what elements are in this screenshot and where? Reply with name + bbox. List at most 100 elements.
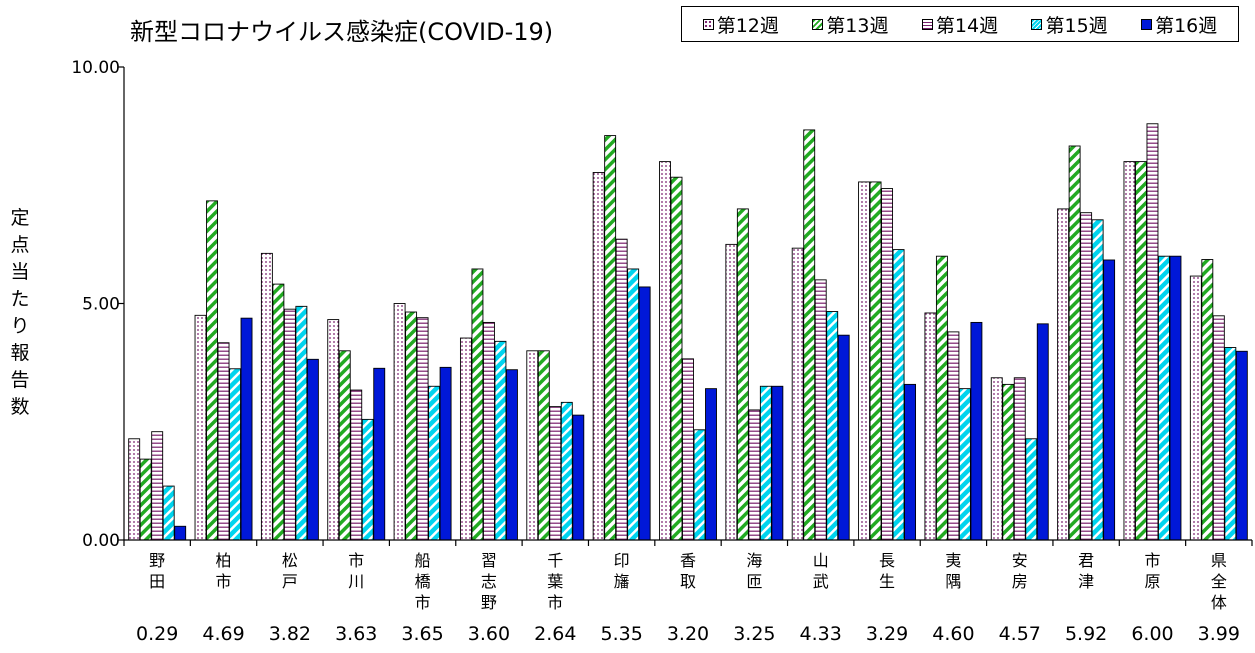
data-table-value: 6.00 (1131, 623, 1173, 645)
bar-4-10 (759, 385, 772, 541)
bar-3-13 (947, 331, 960, 541)
data-table-value: 3.60 (468, 623, 510, 645)
bar-4-8 (627, 268, 640, 541)
bar-1-7 (526, 350, 539, 541)
bar-1-16 (1123, 161, 1136, 541)
bar-5-10 (771, 385, 784, 541)
bar-2-2 (206, 200, 218, 541)
bar-3-12 (881, 188, 894, 541)
x-tick-label: 千葉市 (547, 551, 563, 612)
bar-3-14 (1013, 377, 1026, 541)
legend-label: 第14週 (935, 14, 999, 37)
bar-2-5 (405, 311, 418, 541)
bar-4-6 (494, 340, 507, 541)
bar-1-15 (1057, 208, 1070, 541)
x-tick-label: 柏市 (216, 551, 232, 591)
chart-legend: 第12週 第13週 第14週 第15週 第16週 (681, 6, 1239, 42)
bar-2-12 (869, 181, 882, 541)
legend-label: 第12週 (716, 14, 779, 37)
bar-5-11 (837, 334, 850, 541)
bar-3-8 (615, 238, 628, 541)
bar-1-17 (1189, 275, 1202, 541)
legend-swatch-cyan (1031, 18, 1043, 30)
bar-3-5 (416, 317, 429, 541)
bar-4-5 (428, 385, 441, 541)
bar-2-15 (1068, 145, 1081, 541)
bar-1-3 (260, 252, 273, 541)
x-tick-label: 君津 (1078, 551, 1094, 591)
data-table-value: 3.65 (401, 623, 443, 645)
bar-5-13 (970, 321, 983, 541)
x-tick-label: 市川 (348, 551, 364, 591)
x-tick-label: 香取 (680, 551, 696, 591)
bar-3-4 (350, 389, 363, 541)
bar-5-15 (1103, 259, 1116, 541)
bar-3-17 (1212, 315, 1225, 541)
bar-3-7 (549, 406, 562, 541)
bar-4-15 (1091, 219, 1104, 541)
chart-title: 新型コロナウイルス感染症(COVID-19) (130, 18, 554, 46)
data-table-value: 3.20 (667, 623, 709, 645)
bar-4-7 (560, 401, 573, 541)
bar-1-11 (791, 247, 804, 541)
legend-swatch-dotted (702, 18, 714, 30)
bar-2-8 (604, 135, 617, 541)
bar-5-8 (638, 286, 651, 541)
x-tick-label: 習志野 (481, 551, 497, 612)
bar-3-1 (151, 431, 164, 541)
bar-3-2 (217, 342, 230, 541)
legend-label: 第15週 (1045, 14, 1108, 37)
bar-4-3 (295, 305, 308, 541)
bar-2-13 (935, 255, 948, 541)
bar-1-14 (990, 377, 1003, 541)
bar-2-10 (736, 208, 749, 541)
data-table-value: 3.99 (1198, 623, 1240, 645)
bar-5-2 (240, 317, 253, 541)
bar-2-6 (471, 268, 484, 541)
data-table-value: 3.63 (335, 623, 377, 645)
bar-1-2 (194, 314, 207, 541)
bar-5-5 (439, 366, 452, 541)
x-tick-label: 松戸 (282, 551, 298, 591)
bar-1-4 (327, 319, 340, 541)
bar-5-3 (306, 358, 319, 541)
bar-5-14 (1036, 323, 1049, 541)
bar-5-9 (705, 388, 717, 541)
bar-1-9 (659, 161, 671, 541)
bar-2-7 (537, 350, 550, 541)
legend-swatch-solid (1141, 18, 1153, 30)
bar-1-6 (459, 337, 472, 541)
data-table-value: 0.29 (136, 623, 178, 645)
x-tick-label: 市原 (1144, 551, 1160, 591)
bar-2-1 (139, 458, 152, 541)
legend-item-week14: 第14週 (921, 11, 999, 38)
bar-5-1 (174, 525, 187, 541)
x-tick-label: 印旛 (614, 551, 630, 591)
bar-1-12 (858, 181, 871, 541)
x-tick-label: 県全体 (1211, 551, 1227, 612)
bar-2-4 (338, 350, 351, 541)
data-table-value: 4.33 (800, 623, 842, 645)
bar-2-14 (1002, 383, 1015, 541)
bar-4-11 (826, 311, 839, 541)
bar-5-6 (505, 369, 518, 541)
x-tick-label: 野田 (149, 551, 165, 591)
bar-3-6 (482, 321, 495, 541)
data-table-value: 2.64 (534, 623, 576, 645)
legend-swatch-diagonal (812, 18, 824, 30)
bar-4-13 (958, 388, 971, 541)
y-axis-label: 定点当たり報告数 (10, 207, 30, 418)
data-table-value: 3.25 (733, 623, 775, 645)
bar-1-13 (924, 312, 937, 541)
bar-4-2 (229, 368, 241, 541)
bar-4-1 (162, 485, 175, 541)
bar-4-12 (892, 249, 905, 541)
legend-label: 第13週 (826, 14, 889, 37)
x-tick-label: 夷隅 (945, 551, 961, 591)
bar-2-11 (803, 129, 816, 541)
bar-2-16 (1135, 161, 1147, 541)
bar-1-1 (128, 438, 141, 541)
bar-1-8 (592, 172, 605, 541)
y-tick-label: 5.00 (82, 295, 120, 315)
legend-swatch-horizontal (921, 18, 933, 30)
